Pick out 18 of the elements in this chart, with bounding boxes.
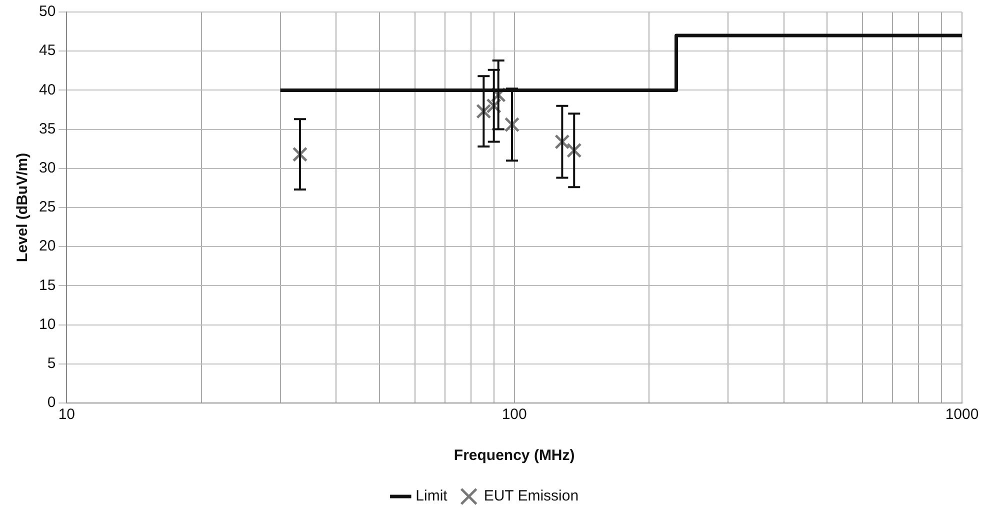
y-tick-label: 5	[47, 355, 56, 372]
y-tick-label: 50	[38, 3, 56, 20]
y-tick-label: 0	[47, 394, 56, 412]
y-axis-title: Level (dBuV/m)	[14, 152, 32, 262]
y-tick-label: 30	[38, 160, 56, 177]
legend-label: Limit	[416, 488, 448, 505]
y-tick-label: 15	[38, 276, 56, 294]
y-tick-label: 25	[38, 198, 56, 216]
x-axis-title: Frequency (MHz)	[454, 447, 575, 464]
y-tick-label: 45	[38, 42, 56, 60]
x-tick-label: 100	[502, 406, 527, 424]
x-tick-label: 10	[58, 406, 76, 424]
y-tick-label: 10	[38, 316, 56, 333]
legend-label: EUT Emission	[484, 488, 579, 505]
y-tick-label: 20	[38, 238, 56, 255]
y-tick-label: 35	[38, 120, 56, 138]
y-tick-label: 40	[38, 81, 56, 98]
x-tick-label: 1000	[945, 406, 979, 424]
